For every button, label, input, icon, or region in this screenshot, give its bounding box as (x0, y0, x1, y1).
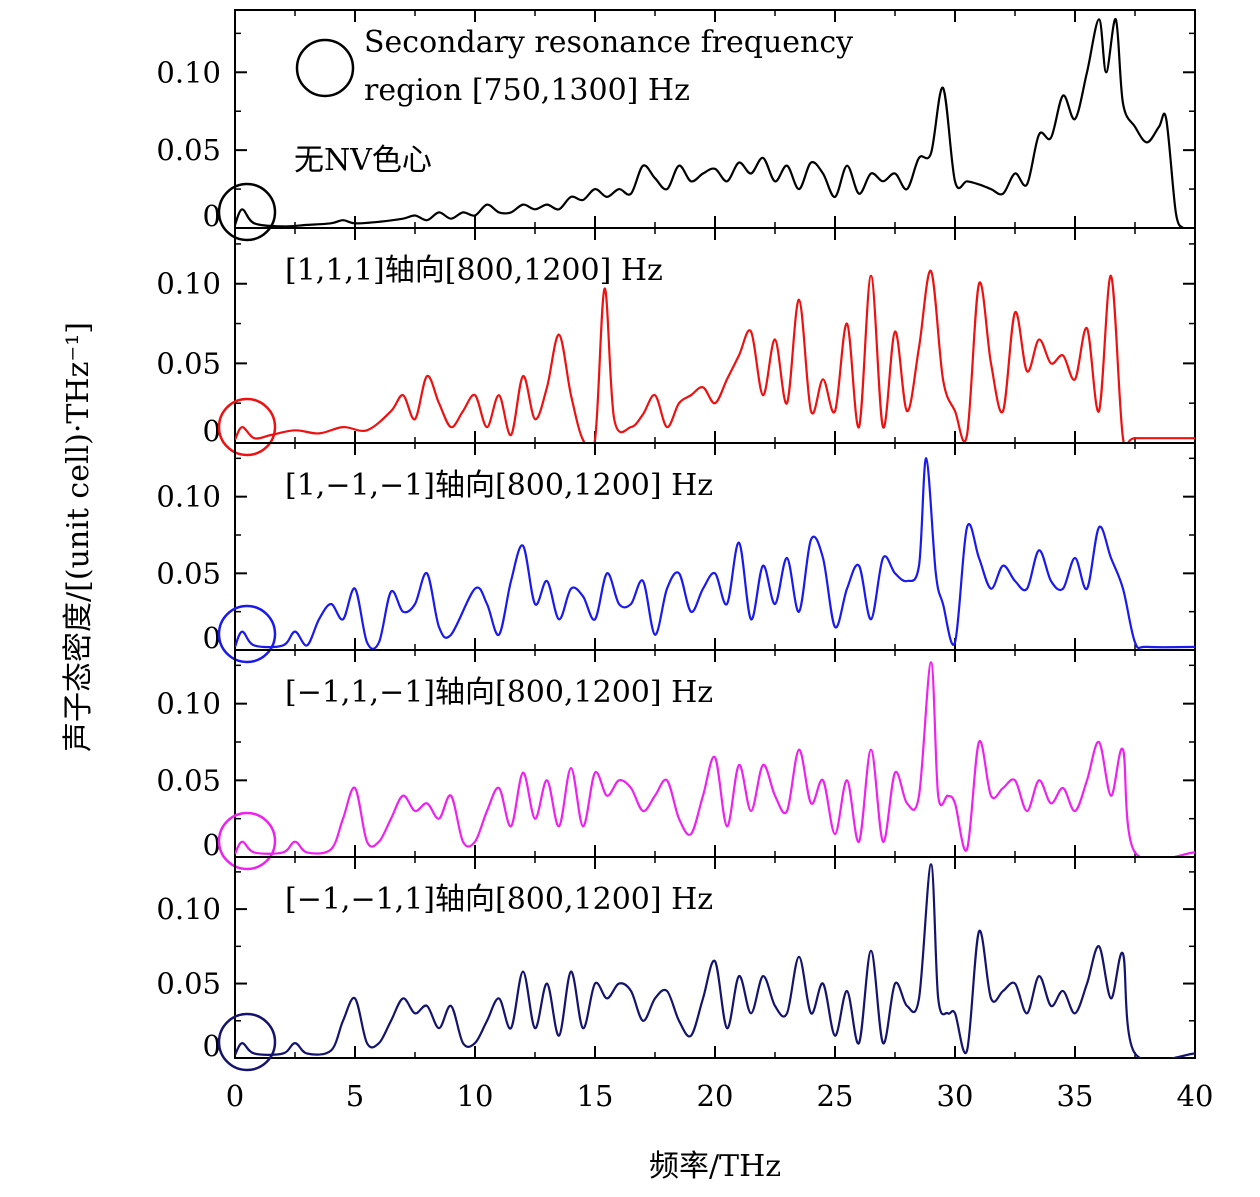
panel-label: [−1,−1,1]轴向[800,1200] Hz (285, 882, 713, 917)
resonance-circle-marker (217, 1012, 277, 1072)
y-tick-label: 0.05 (156, 967, 221, 1001)
y-axis-title: 声子态密度/[(unit cell)·THz⁻¹] (61, 322, 96, 752)
resonance-circle-marker (217, 604, 277, 664)
legend: Secondary resonance frequency region [75… (295, 25, 853, 108)
y-tick-label: 0 (203, 828, 221, 862)
dos-series-line (235, 18, 1184, 228)
resonance-circle-marker (217, 811, 277, 871)
panel-2: 0 0.05 0.10 [1,1,1]轴向[800,1200] Hz (156, 227, 1196, 457)
legend-text-line2: region [750,1300] Hz (364, 73, 690, 108)
x-tick-label: 0 (226, 1079, 244, 1113)
y-tick-label: 0.10 (156, 480, 221, 514)
y-tick-label: 0 (203, 621, 221, 655)
panel-label: 无NV色心 (294, 143, 432, 178)
panel-5: 0 0.05 0.10 [−1,−1,1]轴向[800,1200] Hz (156, 856, 1196, 1072)
x-tick-label: 35 (1057, 1079, 1094, 1113)
panel-label: [1,1,1]轴向[800,1200] Hz (285, 253, 663, 288)
y-tick-label: 0 (203, 414, 221, 448)
x-axis-title: 频率/THz (649, 1149, 781, 1184)
x-tick-label: 10 (457, 1079, 494, 1113)
panel-3: 0 0.05 0.10 [1,−1,−1]轴向[800,1200] Hz (156, 442, 1196, 664)
y-tick-label: 0 (203, 1029, 221, 1063)
legend-circle-marker (295, 38, 355, 98)
x-tick-label: 15 (577, 1079, 614, 1113)
dos-series-line (235, 863, 1195, 1058)
resonance-circle-marker (217, 182, 277, 242)
y-tick-label: 0.10 (156, 687, 221, 721)
dos-series-line (235, 269, 1195, 443)
panel-4: 0 0.05 0.10 [−1,1,−1]轴向[800,1200] Hz (156, 649, 1196, 871)
y-tick-label: 0.05 (156, 763, 221, 797)
x-tick-label: 5 (346, 1079, 364, 1113)
legend-text-line1: Secondary resonance frequency (364, 25, 853, 60)
x-tick-label: 40 (1177, 1079, 1214, 1113)
x-tick-label: 25 (817, 1079, 854, 1113)
x-axis: 0 5 10 15 20 25 30 35 40 (226, 1079, 1214, 1113)
panel-label: [1,−1,−1]轴向[800,1200] Hz (285, 468, 713, 503)
dos-series-line (235, 661, 1195, 857)
resonance-circle-marker (217, 397, 277, 457)
dos-series-line (235, 457, 1195, 650)
x-tick-label: 20 (697, 1079, 734, 1113)
y-tick-label: 0.10 (156, 267, 221, 301)
y-tick-label: 0.05 (156, 133, 221, 167)
panels-layer: 0 0.05 0.10 无NV色心 0 0.05 0.10 [1,1,1]轴向[800,120… (156, 9, 1196, 1072)
y-tick-label: 0 (203, 199, 221, 233)
y-tick-label: 0.05 (156, 346, 221, 380)
x-tick-label: 30 (937, 1079, 974, 1113)
y-tick-label: 0.10 (156, 55, 221, 89)
panel-label: [−1,1,−1]轴向[800,1200] Hz (285, 675, 713, 710)
y-tick-label: 0.05 (156, 556, 221, 590)
y-tick-label: 0.10 (156, 892, 221, 926)
